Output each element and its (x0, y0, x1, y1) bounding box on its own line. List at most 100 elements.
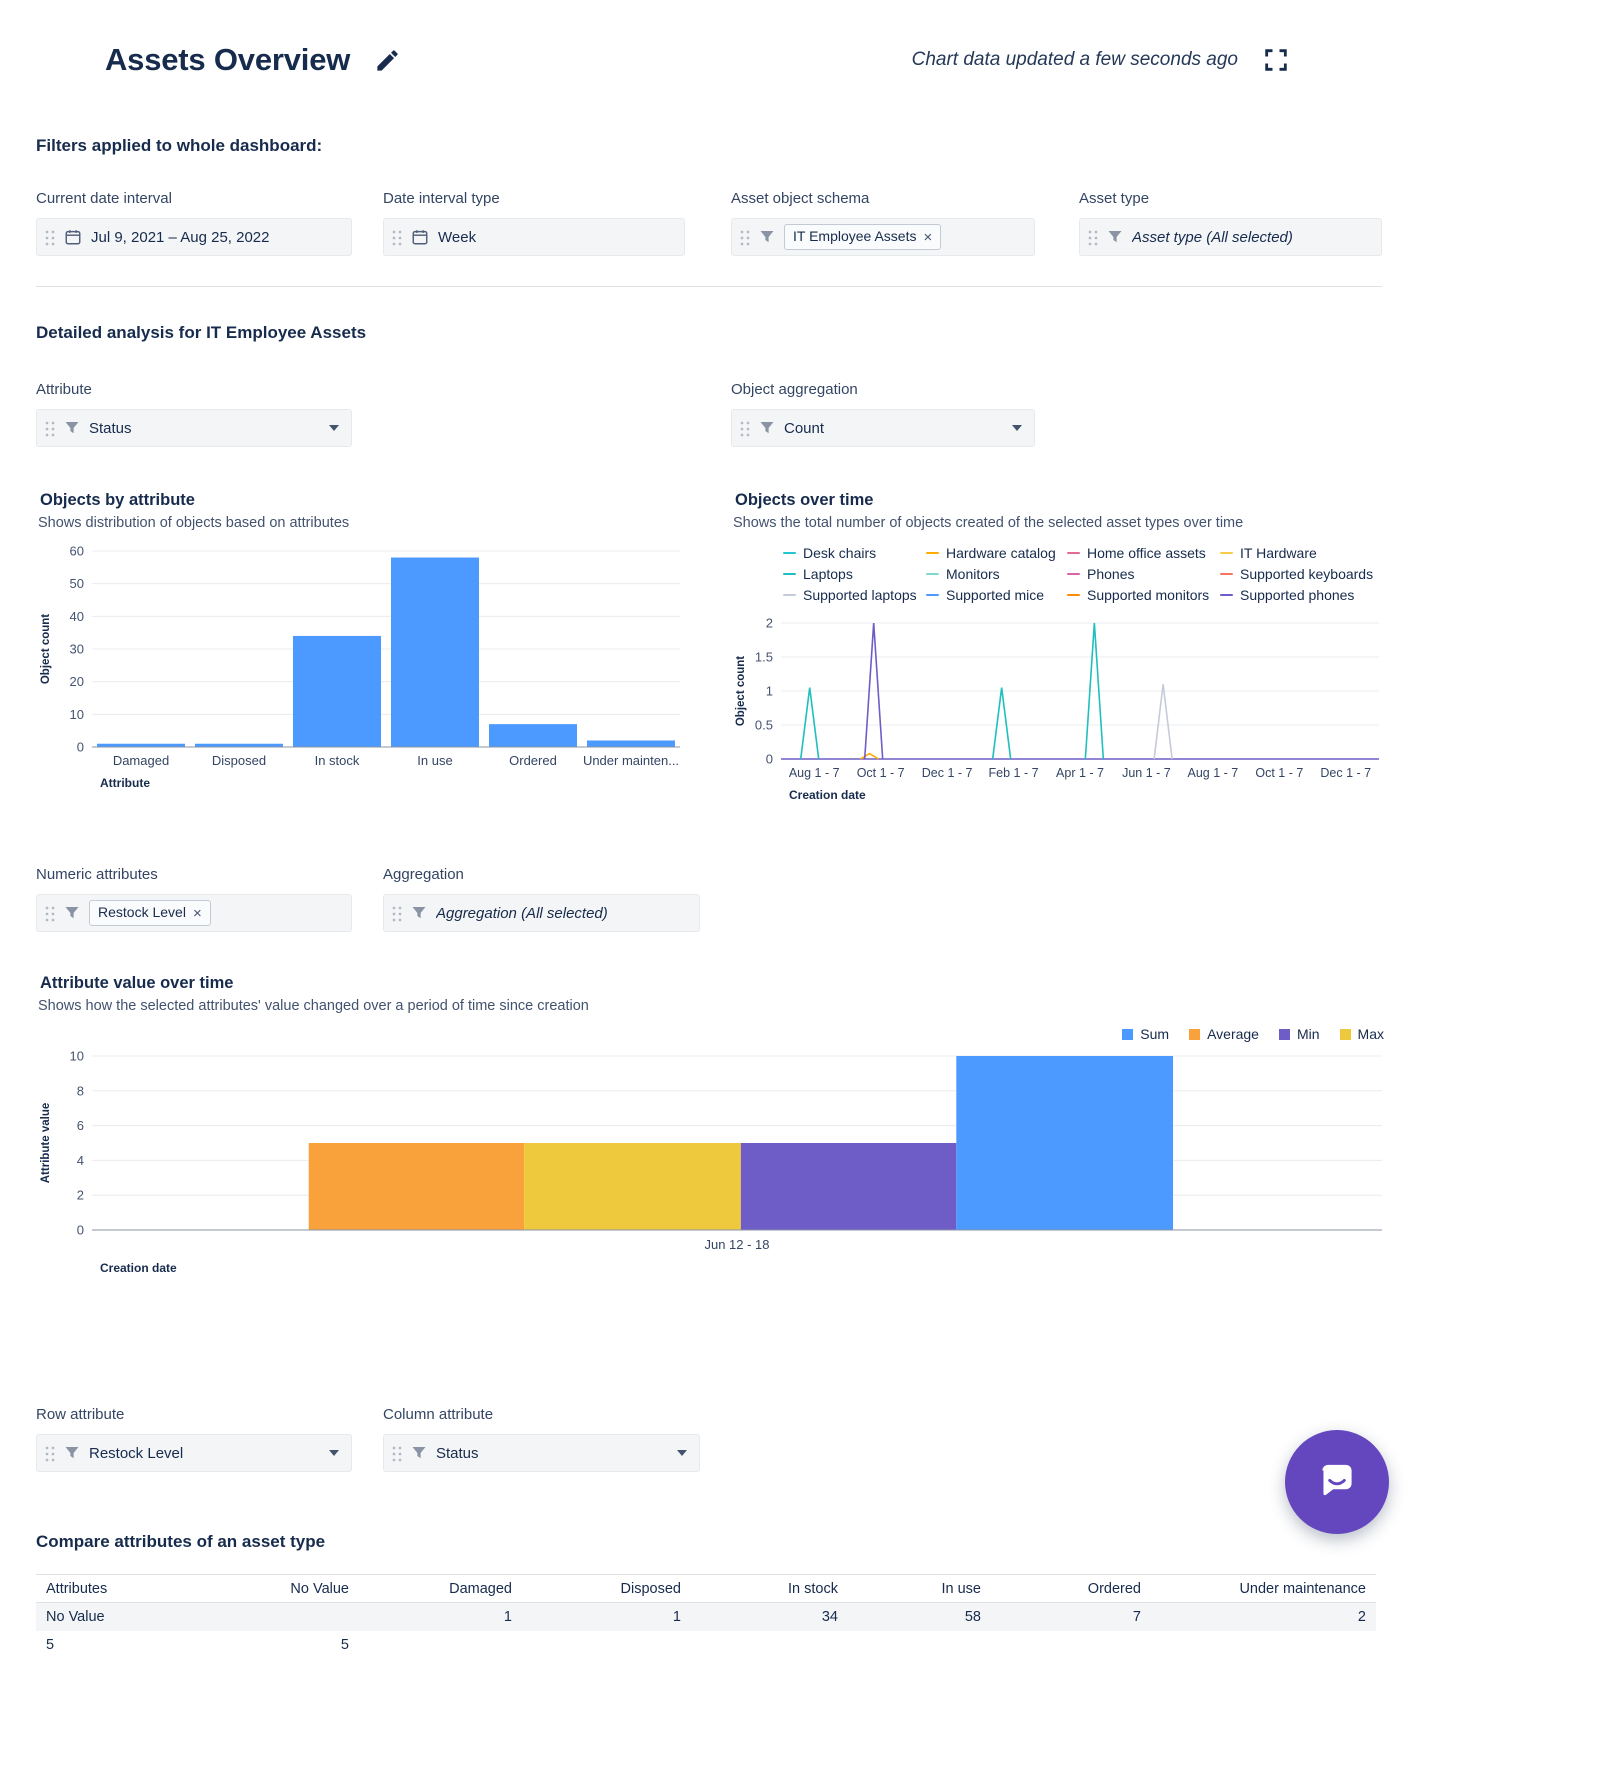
bar-in-stock[interactable] (293, 635, 381, 747)
right-chart-column: Object aggregation Count Objects over ti… (731, 381, 1562, 810)
asset-type-control[interactable]: Asset type (All selected) (1079, 218, 1382, 256)
table-cell (848, 1631, 991, 1659)
legend-label: Sum (1140, 1026, 1170, 1042)
restock-level-chip-label: Restock Level (98, 904, 186, 921)
bar-sum[interactable] (956, 1056, 1174, 1230)
funnel-icon (65, 422, 79, 434)
bar-average[interactable] (308, 1143, 525, 1230)
column-header-damaged: Damaged (449, 1580, 512, 1597)
funnel-icon (65, 907, 79, 919)
svg-text:2: 2 (77, 1188, 84, 1203)
column-header-in-use: In use (941, 1580, 982, 1597)
drag-handle-icon[interactable] (391, 228, 402, 246)
chart-subtitle: Shows the total number of objects create… (733, 515, 1244, 531)
drag-handle-icon[interactable] (1087, 228, 1098, 246)
legend-item-min[interactable]: Min (1278, 1026, 1320, 1042)
bar-in-use[interactable] (391, 557, 479, 747)
svg-text:50: 50 (70, 576, 84, 591)
spike-laptops[interactable] (991, 687, 1012, 760)
spike-hardware-catalog[interactable] (860, 752, 879, 760)
drag-handle-icon[interactable] (44, 904, 55, 922)
funnel-icon (412, 1447, 426, 1459)
legend-item-laptops[interactable]: Laptops (783, 566, 926, 582)
legend-item-it-hardware[interactable]: IT Hardware (1220, 545, 1562, 561)
drag-handle-icon[interactable] (739, 419, 750, 437)
restock-level-chip[interactable]: Restock Level × (89, 900, 211, 926)
legend-item-average[interactable]: Average (1189, 1026, 1259, 1042)
table-cell (991, 1631, 1151, 1659)
numeric-attributes-control[interactable]: Restock Level × (36, 894, 352, 932)
column-attribute-select[interactable]: Status (383, 1434, 700, 1472)
legend-item-supported-mice[interactable]: Supported mice (926, 587, 1067, 603)
legend-swatch (1067, 572, 1080, 576)
legend-item-supported-keyboards[interactable]: Supported keyboards (1220, 566, 1562, 582)
interval-type-control[interactable]: Week (383, 218, 685, 256)
svg-text:Oct 1 - 7: Oct 1 - 7 (857, 766, 905, 780)
legend-item-supported-phones[interactable]: Supported phones (1220, 587, 1562, 603)
attribute-label: Attribute (36, 381, 92, 398)
svg-text:Object count: Object count (40, 614, 52, 684)
drag-handle-icon[interactable] (44, 1444, 55, 1462)
spike-laptops[interactable] (1084, 622, 1105, 760)
table-cell: 5 (46, 1636, 55, 1653)
drag-handle-icon[interactable] (739, 228, 750, 246)
svg-text:Dec 1 - 7: Dec 1 - 7 (922, 766, 973, 780)
bar-disposed[interactable] (195, 743, 283, 747)
svg-text:6: 6 (77, 1118, 84, 1133)
object-aggregation-value: Count (784, 419, 825, 437)
spike-supported-phones[interactable] (863, 622, 884, 760)
aggregation-control[interactable]: Aggregation (All selected) (383, 894, 700, 932)
attribute-value-widget: Attribute value over time Shows how the … (36, 974, 1562, 1286)
row-attribute-select[interactable]: Restock Level (36, 1434, 352, 1472)
svg-text:Creation date: Creation date (789, 788, 866, 802)
svg-text:Object count: Object count (735, 656, 747, 726)
pencil-icon[interactable] (374, 47, 401, 74)
bar-damaged[interactable] (97, 743, 185, 747)
schema-chip[interactable]: IT Employee Assets × (784, 224, 942, 250)
date-interval-control[interactable]: Jul 9, 2021 – Aug 25, 2022 (36, 218, 352, 256)
legend-swatch (1067, 593, 1080, 597)
chart-title: Objects by attribute (40, 491, 195, 509)
legend-item-phones[interactable]: Phones (1067, 566, 1220, 582)
drag-handle-icon[interactable] (44, 419, 55, 437)
legend-swatch (1220, 572, 1233, 576)
attribute-value-legend: Sum Average Min Max (36, 1026, 1396, 1042)
drag-handle-icon[interactable] (391, 904, 402, 922)
spike-laptops[interactable] (799, 687, 820, 760)
drag-handle-icon[interactable] (391, 1444, 402, 1462)
legend-item-home-office-assets[interactable]: Home office assets (1067, 545, 1220, 561)
close-icon[interactable]: × (923, 228, 933, 246)
legend-item-max[interactable]: Max (1339, 1026, 1384, 1042)
legend-item-supported-monitors[interactable]: Supported monitors (1067, 587, 1220, 603)
bar-min[interactable] (740, 1143, 957, 1230)
legend-item-supported-laptops[interactable]: Supported laptops (783, 587, 926, 603)
spike-supported-laptops[interactable] (1153, 684, 1173, 760)
svg-text:Jun 12 - 18: Jun 12 - 18 (704, 1237, 769, 1252)
attribute-select[interactable]: Status (36, 409, 352, 447)
drag-handle-icon[interactable] (44, 228, 55, 246)
legend-item-monitors[interactable]: Monitors (926, 566, 1067, 582)
row-attribute-value: Restock Level (89, 1444, 184, 1462)
funnel-icon (412, 907, 426, 919)
legend-item-desk-chairs[interactable]: Desk chairs (783, 545, 926, 561)
svg-text:Oct 1 - 7: Oct 1 - 7 (1255, 766, 1303, 780)
header: Assets Overview Chart data updated a few… (36, 0, 1562, 78)
close-icon[interactable]: × (192, 904, 202, 922)
object-aggregation-select[interactable]: Count (731, 409, 1035, 447)
object-schema-control[interactable]: IT Employee Assets × (731, 218, 1035, 256)
legend-item-hardware-catalog[interactable]: Hardware catalog (926, 545, 1067, 561)
bar-ordered[interactable] (489, 724, 577, 747)
legend-swatch (1220, 551, 1233, 555)
legend-swatch (1067, 551, 1080, 555)
bar-under-mainten-[interactable] (587, 740, 675, 747)
legend-item-sum[interactable]: Sum (1122, 1026, 1169, 1042)
svg-text:Aug 1 - 7: Aug 1 - 7 (1188, 766, 1239, 780)
filter-label: Current date interval (36, 190, 172, 207)
filter-object-schema: Asset object schema IT Employee Assets × (731, 190, 1035, 256)
chat-button[interactable] (1285, 1430, 1389, 1534)
svg-text:10: 10 (70, 707, 84, 722)
funnel-icon (760, 422, 774, 434)
fullscreen-icon[interactable] (1262, 46, 1290, 74)
legend-label: Desk chairs (803, 545, 877, 561)
bar-max[interactable] (524, 1143, 741, 1230)
